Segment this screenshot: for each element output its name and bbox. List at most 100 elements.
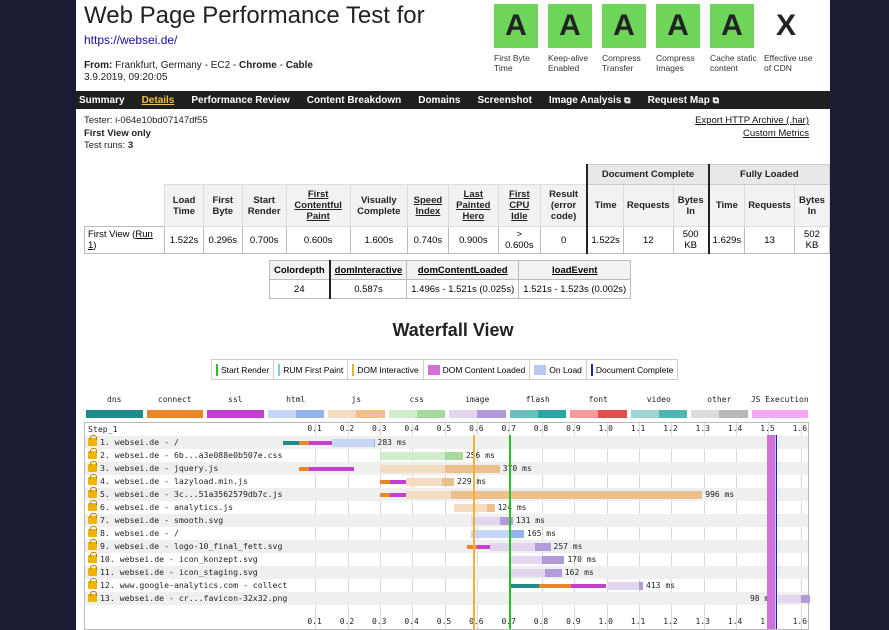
axis-tick-label: 1.0 [598,424,613,433]
tab-domains[interactable]: Domains [418,94,461,106]
request-name[interactable]: 3. websei.de - jquery.js [88,461,219,475]
request-row[interactable]: 13. websei.de - cr...favicon-32x32.png 98… [85,591,810,605]
type-legend-item: image [447,395,508,418]
grade-first-byte[interactable]: A First Byte Time [494,4,548,73]
axis-tick-label: 0.2 [339,424,355,433]
request-name[interactable]: 9. websei.de - logo-10_final_fett.svg [88,539,282,553]
request-label: 7. websei.de - smooth.svg [100,515,224,525]
type-label: css [409,395,424,404]
request-name[interactable]: 12. www.google-analytics.com - collect [88,578,287,592]
col-speed-index[interactable]: Speed Index [407,184,449,227]
request-name[interactable]: 10. websei.de - icon_konzept.svg [88,552,258,566]
tested-url-link[interactable]: https://websei.de/ [84,33,178,47]
tab-screenshot[interactable]: Screenshot [477,94,532,106]
col-last-painted-hero[interactable]: Last Painted Hero [447,184,499,227]
type-swatch [509,410,566,418]
request-row[interactable]: 1. websei.de - / 283 ms [85,435,808,449]
grade-keep-alive[interactable]: A Keep-alive Enabled [548,4,602,73]
axis-tick-label: 0.1 [307,424,322,433]
start-render-marker [509,435,512,629]
external-link-icon: ⧉ [712,94,720,105]
type-swatch [388,410,445,418]
swatch-recv [477,410,506,418]
request-name[interactable]: 13. websei.de - cr...favicon-32x32.png [88,591,287,605]
request-row[interactable]: 11. websei.de - icon_staging.svg 162 ms [85,565,808,579]
export-har-link[interactable]: Export HTTP Archive (.har) [695,115,809,126]
request-name[interactable]: 11. websei.de - icon_staging.svg [88,565,258,579]
col-first-contentful-paint[interactable]: First Contentful Paint [285,184,351,227]
request-row[interactable]: 6. websei.de - analytics.js 124 ms [85,500,808,514]
request-row[interactable]: 10. websei.de - icon_konzept.svg 170 ms [85,552,808,566]
request-name[interactable]: 4. websei.de - lazyload.min.js [88,474,248,488]
grade-compress-transfer[interactable]: A Compress Transfer [602,4,656,73]
col-result: Result (error code) [539,184,588,227]
first-view-only: First View only [84,128,208,141]
ssl-bar [389,492,406,497]
legend-item: On Load [530,360,587,379]
grade-cache-static[interactable]: A Cache static content [710,4,764,73]
request-row[interactable]: 3. websei.de - jquery.js 370 ms [85,461,808,475]
request-row[interactable]: 2. websei.de - 6b...a3e088e0b507e.css 256… [85,448,808,462]
request-name[interactable]: 6. websei.de - analytics.js [88,500,233,514]
lock-icon [88,461,97,472]
cell-colordepth: 24 [268,279,331,299]
request-row[interactable]: 4. websei.de - lazyload.min.js 229 ms [85,474,808,488]
col-first-cpu-idle[interactable]: First CPU Idle [497,184,541,227]
swatch-wait [630,410,659,418]
download-bar [373,438,375,447]
document-complete-marker [775,435,778,629]
grade-label: First Byte Time [494,53,530,73]
request-name[interactable]: 8. websei.de - / [88,526,179,540]
download-bar [444,464,500,473]
col-full-bytes: Bytes In [793,184,830,227]
cell-start-render: 0.700s [241,226,287,254]
connect-bar [299,466,309,471]
request-name[interactable]: 1. websei.de - / [88,435,179,449]
request-name[interactable]: 2. websei.de - 6b...a3e088e0b507e.css [88,448,282,462]
tab-details[interactable]: Details [141,94,175,106]
axis-tick-label: 1.6 [792,617,808,626]
request-name[interactable]: 7. websei.de - smooth.svg [88,513,224,527]
request-row[interactable]: 5. websei.de - 3c...51a3562579db7c.js 996… [85,487,808,501]
grade-compress-images[interactable]: A Compress Images [656,4,710,73]
col-label: First CPU Idle [509,189,530,222]
type-label: font [588,395,608,404]
download-bar [545,568,562,577]
dom-interactive-marker [472,435,475,629]
swatch-recv [416,410,445,418]
cell-result: 0 [539,226,588,254]
wait-bar [470,516,500,525]
request-row[interactable]: 9. websei.de - logo-10_final_fett.svg 257… [85,539,808,553]
request-row[interactable]: 8. websei.de - / 165 ms [85,526,808,540]
legend-line-swatch [590,363,593,376]
request-duration: 256 ms [465,451,495,460]
request-label: 3. websei.de - jquery.js [100,463,219,473]
col-load-event[interactable]: loadEvent [518,260,632,280]
col-dom-content-loaded[interactable]: domContentLoaded [406,260,520,280]
download-bar [441,477,455,486]
custom-metrics-link[interactable]: Custom Metrics [743,127,809,139]
tab-performance-review[interactable]: Performance Review [191,94,290,106]
grade-label: Cache static content [710,53,757,73]
tab-summary[interactable]: Summary [79,94,125,106]
request-name[interactable]: 5. websei.de - 3c...51a3562579db7c.js [88,487,282,501]
col-dom-interactive[interactable]: domInteractive [328,260,408,280]
axis-tick-label: 1.6 [792,424,808,433]
from-value: Frankfurt, Germany - EC2 - [112,60,240,71]
tab-content-breakdown[interactable]: Content Breakdown [306,94,402,106]
swatch-recv [356,410,385,418]
lock-icon [88,435,97,446]
swatch-recv [598,410,627,418]
request-duration: 165 ms [527,529,556,538]
run-link[interactable]: Run 1 [88,229,153,251]
request-row[interactable]: 12. www.google-analytics.com - collect 41… [85,578,808,592]
grade-cdn[interactable]: X Effective use of CDN [764,4,818,73]
legend-item: Start Render [212,360,275,379]
col-full-requests: Requests [744,184,795,227]
tab-image-analysis[interactable]: Image Analysis ⧉ [549,95,631,106]
tab-request-map[interactable]: Request Map ⧉ [648,95,719,106]
request-duration: 370 ms [502,464,532,473]
legend-box-swatch [427,364,440,375]
request-row[interactable]: 7. websei.de - smooth.svg 131 ms [85,513,808,527]
download-bar [444,451,463,460]
